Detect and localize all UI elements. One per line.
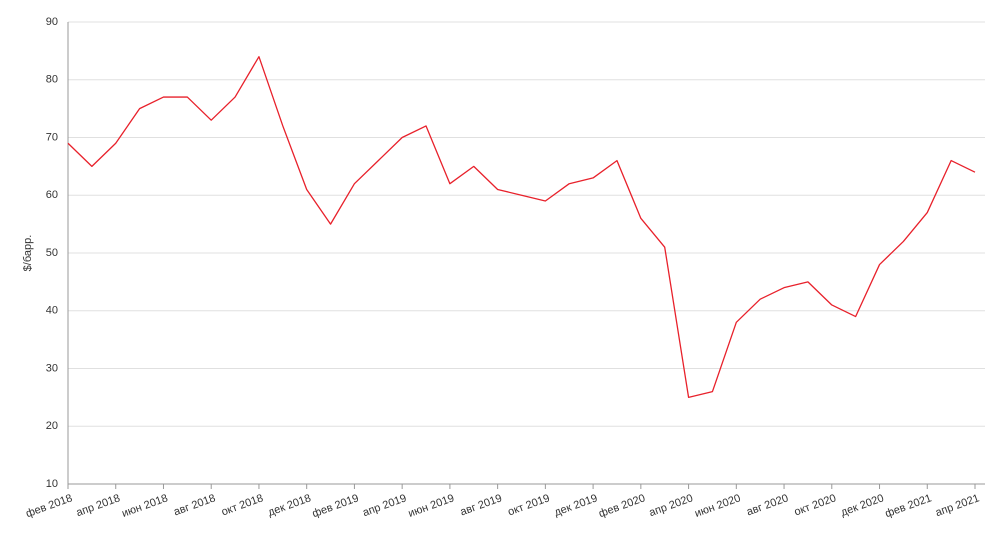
y-tick-label: 90 — [46, 16, 58, 28]
x-tick-label: дек 2020 — [839, 492, 885, 519]
y-tick-label: 40 — [46, 305, 58, 317]
y-tick-label: 70 — [46, 131, 58, 143]
x-tick-label: авг 2018 — [172, 492, 217, 518]
x-tick-label: фев 2021 — [884, 492, 934, 520]
y-tick-label: 80 — [46, 74, 58, 86]
x-tick-label: окт 2018 — [220, 492, 265, 518]
x-tick-label: авг 2020 — [745, 492, 790, 518]
x-tick-label: авг 2019 — [459, 492, 504, 518]
x-tick-label: апр 2018 — [75, 492, 122, 519]
x-tick-label: окт 2019 — [506, 492, 551, 518]
x-tick-label: апр 2020 — [648, 492, 695, 519]
x-tick-label: дек 2019 — [553, 492, 599, 519]
y-tick-label: 30 — [46, 362, 58, 374]
y-tick-label: 50 — [46, 247, 58, 259]
x-tick-label: окт 2020 — [793, 492, 838, 518]
y-axis-label: $/барр. — [22, 235, 34, 272]
x-tick-label: июн 2020 — [693, 492, 742, 520]
x-tick-label: фев 2020 — [597, 492, 647, 520]
x-tick-label: фев 2019 — [311, 492, 361, 520]
x-tick-label: июн 2018 — [120, 492, 169, 520]
price-line — [67, 56, 976, 399]
x-tick-label: апр 2021 — [934, 492, 981, 519]
y-tick-label: 20 — [46, 420, 58, 432]
x-tick-label: фев 2018 — [24, 492, 74, 520]
x-tick-label: дек 2018 — [266, 492, 312, 519]
x-tick-label: апр 2019 — [361, 492, 408, 519]
y-tick-label: 10 — [46, 478, 58, 490]
x-tick-label: июн 2019 — [407, 492, 456, 520]
y-tick-label: 60 — [46, 189, 58, 201]
